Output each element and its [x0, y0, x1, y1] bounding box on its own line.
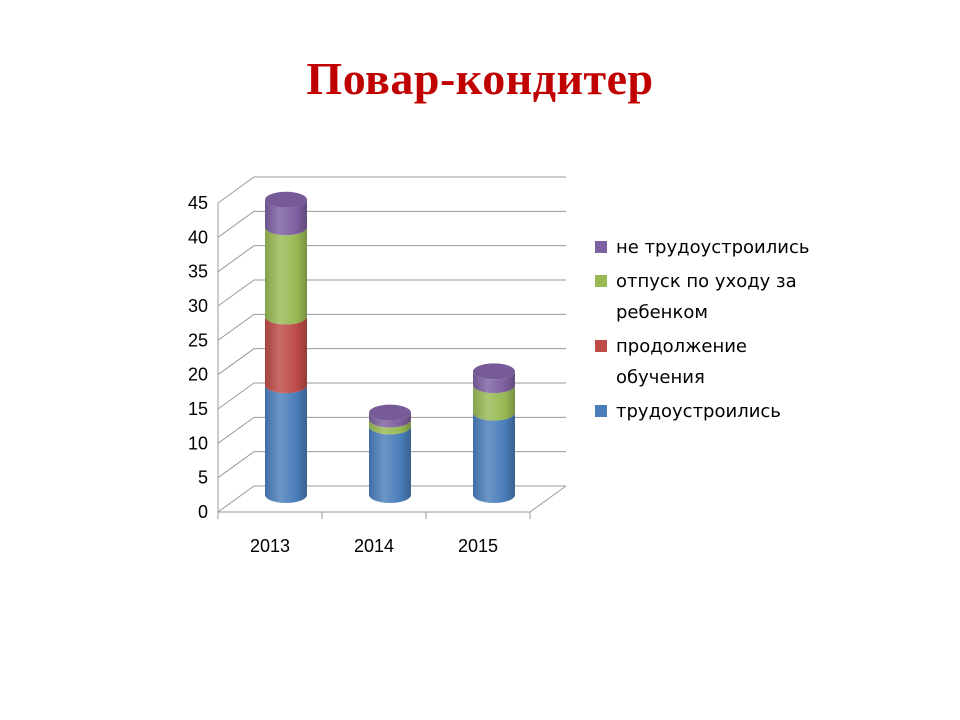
- bar-segment: [265, 316, 307, 394]
- legend-label: не трудоустроились: [616, 237, 810, 258]
- bar-segment: [369, 426, 411, 503]
- gridline: [217, 416, 566, 444]
- bar-segment: [473, 385, 515, 421]
- gridline: [217, 313, 566, 341]
- y-tick-label: 35: [188, 262, 208, 282]
- y-tick-label: 45: [188, 193, 208, 213]
- bar-cap: [265, 191, 307, 208]
- gridline: [217, 382, 566, 410]
- bar-cap: [369, 404, 411, 421]
- legend-item: отпуск по уходу за ребенком: [595, 266, 825, 328]
- bar-segment: [369, 419, 411, 435]
- bar-segment: [473, 412, 515, 503]
- x-tick-label: 2014: [354, 536, 394, 556]
- y-tick-label: 5: [198, 468, 208, 488]
- x-tick-label: 2013: [250, 536, 290, 556]
- legend-item: продолжение обучения: [595, 331, 825, 393]
- gridline: [217, 176, 566, 204]
- y-tick-label: 25: [188, 330, 208, 350]
- y-tick-label: 20: [188, 365, 208, 385]
- legend-label: трудоустроились: [616, 401, 781, 422]
- legend-swatch: [595, 405, 607, 417]
- page-title: Повар-кондитер: [306, 53, 654, 104]
- x-tick-label: 2015: [458, 536, 498, 556]
- bar-segment: [473, 371, 515, 394]
- gridline: [217, 485, 566, 513]
- gridline: [217, 210, 566, 238]
- bar-segment: [265, 199, 307, 236]
- legend-swatch: [595, 275, 607, 287]
- y-tick-label: 15: [188, 399, 208, 419]
- chart-tick-labels: 0 5 10 15 20 25 30 35 40 45 2013 2014 2015: [188, 193, 498, 556]
- legend-label: отпуск по уходу за ребенком: [616, 271, 797, 323]
- legend-swatch: [595, 340, 607, 352]
- chart-grid: [217, 176, 566, 513]
- legend-item: трудоустроились: [595, 396, 825, 427]
- chart-legend: не трудоустроились отпуск по уходу за ре…: [595, 232, 825, 430]
- y-tick-label: 10: [188, 433, 208, 453]
- bar-cap: [473, 363, 515, 380]
- y-tick-label: 30: [188, 296, 208, 316]
- gridline: [217, 451, 566, 479]
- gridline: [217, 279, 566, 307]
- gridline: [217, 245, 566, 273]
- y-tick-label: 0: [198, 502, 208, 522]
- chart-bars: [265, 191, 515, 503]
- gridline: [217, 348, 566, 376]
- bar-segment: [265, 385, 307, 503]
- legend-swatch: [595, 241, 607, 253]
- bar-segment: [265, 227, 307, 325]
- legend-label: продолжение обучения: [616, 336, 748, 388]
- bar-segment: [369, 412, 411, 428]
- y-tick-label: 40: [188, 227, 208, 247]
- chart-axes: [217, 203, 567, 519]
- legend-item: не трудоустроились: [595, 232, 825, 263]
